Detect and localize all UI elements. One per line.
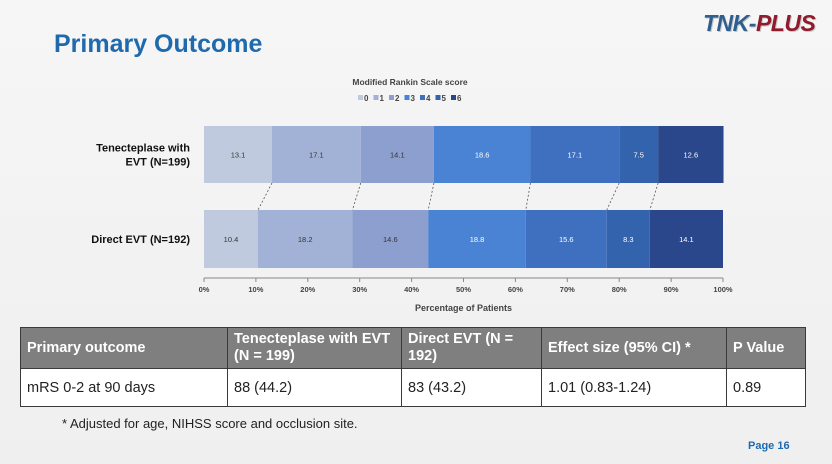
bar-segment-r2-mrs6: [649, 210, 723, 268]
header-p-value: P Value: [726, 327, 806, 369]
mrs-stacked-bar-chart: Modified Rankin Scale score 0 1 2 3 4 5 6 13.1 17…: [91, 77, 733, 313]
x-tick-label-90: 90%: [664, 285, 679, 294]
header-primary-outcome: Primary outcome: [20, 327, 228, 369]
bar-segment-r2-mrs3: [428, 210, 526, 268]
slide-title: Primary Outcome: [54, 30, 263, 58]
bar-segment-r2-mrs0: [204, 210, 258, 268]
bar-segment-r1-mrs5: [619, 126, 659, 183]
bar-value-r2-mrs2: 14.6: [383, 235, 398, 244]
bar-segment-r1-mrs1: [271, 126, 361, 183]
bar-segment-r2-mrs4: [525, 210, 607, 268]
legend-label-0: 0: [364, 94, 369, 103]
legend-label-1: 1: [380, 94, 385, 103]
legend-label-5: 5: [442, 94, 447, 103]
bar-value-r2-mrs1: 18.2: [298, 235, 313, 244]
bar-value-r2-mrs6: 14.1: [679, 235, 694, 244]
x-tick-label-20: 20%: [300, 285, 315, 294]
header-effect-size: Effect size (95% CI) *: [541, 327, 727, 369]
x-tick-label-40: 40%: [404, 285, 419, 294]
x-tick-label-30: 30%: [352, 285, 367, 294]
legend-swatch-3: [404, 95, 410, 100]
legend-swatch-2: [389, 95, 394, 100]
bar-segment-r2-mrs5: [606, 210, 650, 268]
legend-swatch-6: [451, 95, 456, 100]
bar-segment-r1-mrs6: [658, 126, 724, 183]
footnote: * Adjusted for age, NIHSS score and occl…: [62, 416, 358, 431]
bar-value-r1-mrs6: 12.6: [684, 151, 699, 160]
legend-label-6: 6: [457, 94, 462, 103]
table-header-row: Primary outcome Tenecteplase with EVT (N…: [20, 327, 806, 369]
legend-swatch-1: [373, 95, 379, 100]
bar-segment-r1-mrs0: [204, 126, 272, 183]
connector-line-2: [427, 182, 435, 211]
connector-line-0: [257, 182, 273, 211]
legend-label-4: 4: [426, 94, 431, 103]
header-tenecteplase: Tenecteplase with EVT (N = 199): [227, 327, 402, 369]
cell-p-value: 0.89: [726, 368, 806, 407]
x-tick-label-0: 0%: [199, 285, 210, 294]
legend-swatch-4: [420, 95, 425, 100]
bar-value-r2-mrs4: 15.6: [559, 235, 574, 244]
bar-value-r1-mrs0: 13.1: [231, 151, 246, 160]
category-label-1-2: EVT (N=199): [126, 157, 191, 169]
bar-segment-r1-mrs3: [433, 126, 531, 183]
x-tick-label-10: 10%: [248, 285, 263, 294]
x-tick-label-60: 60%: [508, 285, 523, 294]
bar-value-r1-mrs1: 17.1: [309, 151, 324, 160]
bar-value-r1-mrs2: 14.1: [390, 151, 405, 160]
bar-segment-r2-mrs1: [257, 210, 353, 268]
header-direct-evt: Direct EVT (N = 192): [401, 327, 542, 369]
bar-value-r1-mrs4: 17.1: [568, 151, 583, 160]
chart-title: Modified Rankin Scale score: [352, 77, 468, 87]
connector-line-3: [525, 182, 531, 211]
legend-swatch-5: [435, 95, 441, 100]
tnk-plus-logo: TNK-PLUS: [703, 10, 816, 37]
bar-segment-r1-mrs4: [530, 126, 620, 183]
cell-tenecteplase: 88 (44.2): [227, 368, 402, 407]
table-row: mRS 0-2 at 90 days 88 (44.2) 83 (43.2) 1…: [20, 368, 806, 407]
logo-suffix: PLUS: [755, 10, 816, 36]
bar-value-r2-mrs5: 8.3: [623, 235, 633, 244]
legend-label-2: 2: [395, 94, 400, 103]
cell-direct-evt: 83 (43.2): [401, 368, 542, 407]
cell-effect-size: 1.01 (0.83-1.24): [541, 368, 727, 407]
x-tick-label-80: 80%: [612, 285, 627, 294]
legend-swatch-0: [358, 95, 363, 100]
x-tick-label-70: 70%: [560, 285, 575, 294]
legend-label-3: 3: [411, 94, 416, 103]
cell-outcome: mRS 0-2 at 90 days: [20, 368, 228, 407]
bar-segment-r2-mrs2: [352, 210, 429, 268]
logo-prefix: TNK-: [703, 10, 756, 36]
x-tick-label-50: 50%: [456, 285, 471, 294]
category-label-1-1: Tenecteplase with: [96, 143, 190, 155]
category-label-2-1: Direct EVT (N=192): [91, 234, 190, 246]
x-tick-label-100: 100%: [713, 285, 733, 294]
bar-value-r1-mrs5: 7.5: [633, 151, 643, 160]
x-axis-title: Percentage of Patients: [415, 303, 512, 313]
connector-line-5: [649, 182, 659, 211]
bar-value-r2-mrs3: 18.8: [470, 235, 485, 244]
outcome-table: Primary outcome Tenecteplase with EVT (N…: [20, 327, 806, 407]
bar-value-r1-mrs3: 18.6: [475, 151, 490, 160]
bar-segment-r1-mrs2: [360, 126, 434, 183]
bar-value-r2-mrs0: 10.4: [224, 235, 239, 244]
connector-line-4: [606, 182, 620, 211]
page-number: Page 16: [748, 440, 790, 452]
connector-line-1: [352, 182, 362, 211]
